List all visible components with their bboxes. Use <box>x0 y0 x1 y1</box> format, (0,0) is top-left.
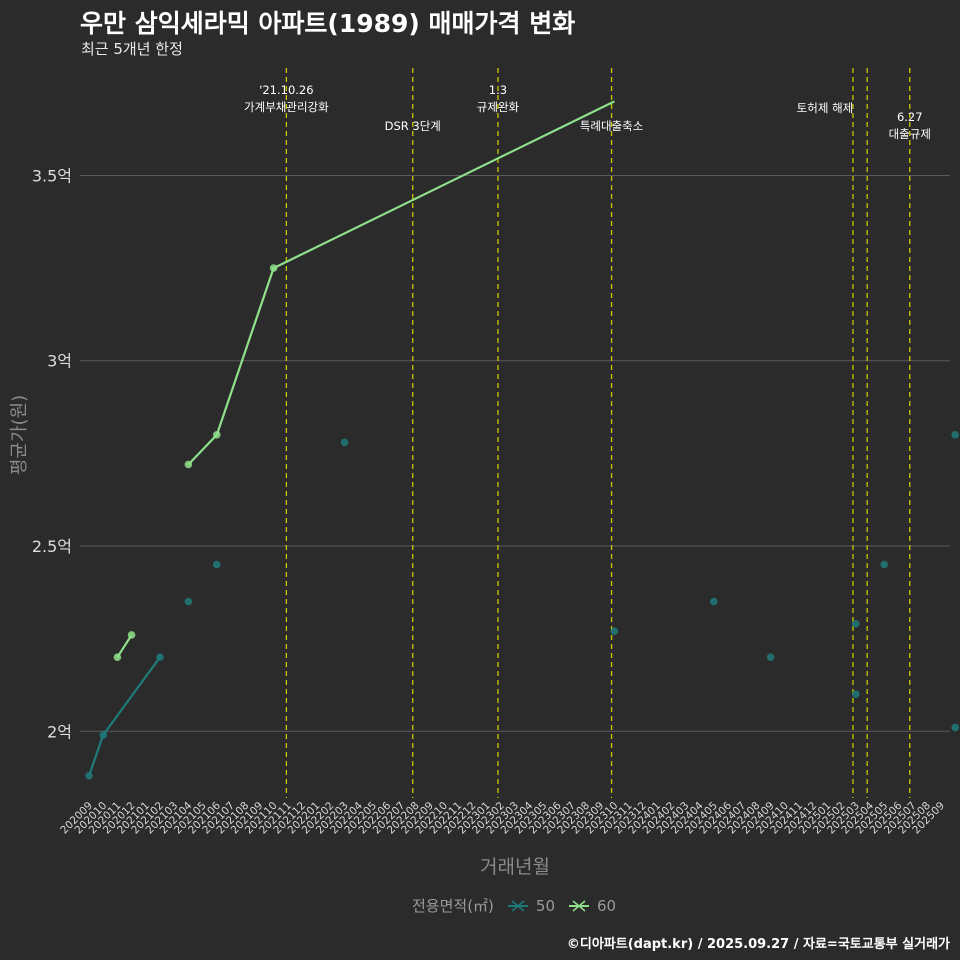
event-label: DSR 3단계 <box>385 119 441 133</box>
series-50-point <box>156 653 164 661</box>
series-50-point <box>852 690 860 699</box>
chart-title: 우만 삼익세라믹 아파트(1989) 매매가격 변화 <box>80 9 576 38</box>
event-label: 1.3 <box>489 83 507 97</box>
series-60-point <box>113 653 122 661</box>
series-60-point <box>127 631 136 639</box>
y-tick-label: 2.5억 <box>32 537 72 556</box>
series-60-point <box>213 431 221 439</box>
series-50-point <box>184 597 193 606</box>
y-tick-label: 2억 <box>47 722 72 741</box>
legend-label-60: 60 <box>597 896 617 915</box>
legend-item-50: 50 <box>506 897 555 915</box>
event-label: '21.10.26 <box>259 83 313 97</box>
y-tick-label: 3억 <box>47 352 72 371</box>
legend-key-60-icon <box>569 899 589 912</box>
series-50-point <box>610 627 619 636</box>
series-50-point <box>766 653 775 661</box>
credit-line: ©디아파트(dapt.kr) / 2025.09.27 / 자료=국토교통부 실… <box>566 937 950 952</box>
series-50-point <box>710 597 718 606</box>
series-60-point <box>184 460 193 469</box>
series-50-point <box>85 771 93 780</box>
legend-key-50-icon <box>507 899 528 912</box>
series-50-point <box>852 620 860 628</box>
series-60-line <box>187 100 615 466</box>
x-axis-label: 거래년월 <box>480 856 550 878</box>
event-label: 규제완화 <box>477 100 520 114</box>
series-60-line <box>116 634 133 658</box>
series-50-point <box>213 560 221 569</box>
event-label: 대출규제 <box>889 127 931 141</box>
legend-label-50: 50 <box>535 896 555 915</box>
series-50-point <box>99 731 107 739</box>
series-60-point <box>269 264 278 272</box>
y-tick-label: 3.5억 <box>32 166 72 185</box>
event-label: 가계부채관리강화 <box>244 100 329 114</box>
legend-item-60: 60 <box>567 897 616 915</box>
legend: 전용면적(㎡) 50 60 <box>412 895 616 916</box>
series-50-point <box>951 723 959 732</box>
series-50-point <box>340 438 349 447</box>
series-50-line <box>87 656 161 777</box>
event-label: 특례대출축소 <box>580 119 643 133</box>
legend-title: 전용면적(㎡) <box>412 897 494 915</box>
event-label: 토허제 해제 <box>797 101 854 115</box>
event-label: 6.27 <box>897 110 923 124</box>
series-50-point <box>951 431 959 439</box>
series-50-point <box>880 560 888 569</box>
chart-subtitle: 최근 5개년 한정 <box>81 40 183 58</box>
